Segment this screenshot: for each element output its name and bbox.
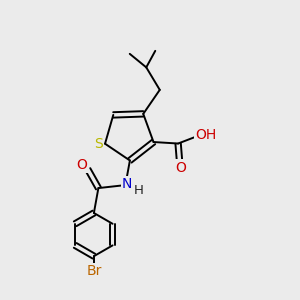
Text: Br: Br [86, 264, 102, 278]
Text: OH: OH [195, 128, 217, 142]
Text: O: O [175, 160, 186, 175]
Text: H: H [134, 184, 144, 197]
Text: S: S [94, 137, 103, 151]
Text: O: O [76, 158, 87, 172]
Text: N: N [122, 178, 132, 191]
